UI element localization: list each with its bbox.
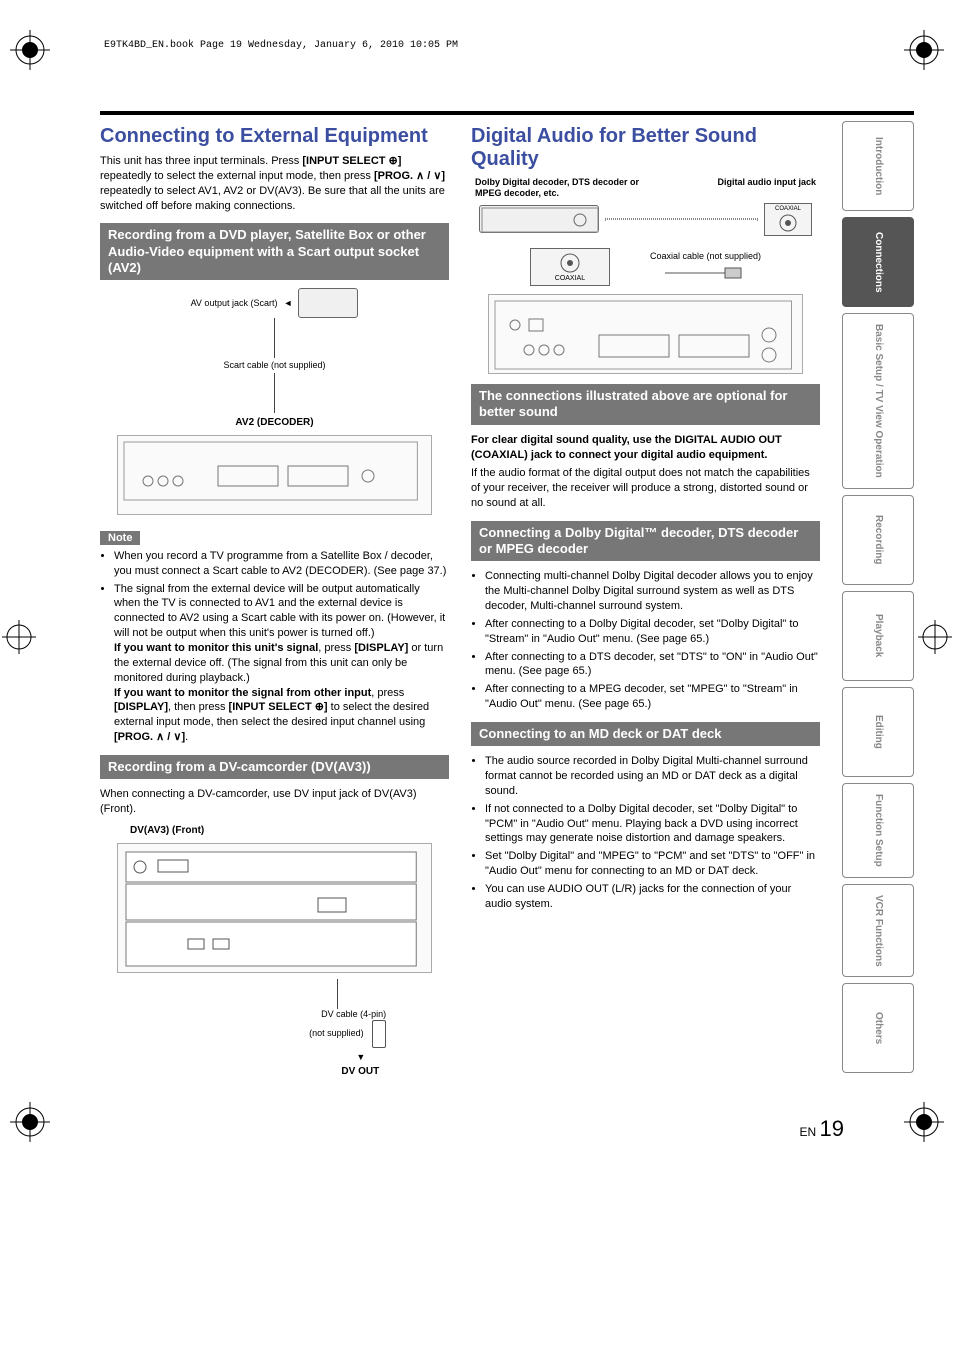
text: , press <box>318 642 354 654</box>
text: repeatedly to select AV1, AV2 or DV(AV3)… <box>100 185 445 212</box>
text: . <box>185 731 188 743</box>
divider <box>100 111 914 115</box>
list-item: Set "Dolby Digital" and "MPEG" to "PCM" … <box>485 849 820 879</box>
note-label: Note <box>100 531 140 545</box>
sidebar-tab-vcr-functions[interactable]: VCR Functions <box>842 884 914 978</box>
device-icon <box>479 205 599 233</box>
subsection-bar: Connecting to an MD deck or DAT deck <box>471 722 820 746</box>
text-bold: [PROG. ∧ / ∨] <box>374 170 445 182</box>
sidebar-tab-playback[interactable]: Playback <box>842 591 914 681</box>
figure-label: DV cable (4-pin) <box>321 1009 386 1019</box>
list-item: After connecting to a DTS decoder, set "… <box>485 650 820 680</box>
bullet-list: The audio source recorded in Dolby Digit… <box>485 754 820 911</box>
note-list: When you record a TV programme from a Sa… <box>114 549 449 745</box>
sidebar-tab-introduction[interactable]: Introduction <box>842 121 914 211</box>
text-bold: If you want to monitor the signal from o… <box>114 687 371 699</box>
text-bold: [DISPLAY] <box>354 642 408 654</box>
figure-label: Coaxial cable (not supplied) <box>650 251 761 262</box>
body-text: When connecting a DV-camcorder, use DV i… <box>100 787 449 817</box>
figure-scart-connection: AV output jack (Scart) ◄ Scart cable (no… <box>100 288 449 515</box>
text-bold: [INPUT SELECT ⊕] <box>229 701 328 713</box>
sidebar-tab-connections[interactable]: Connections <box>842 217 914 307</box>
page-number-value: 19 <box>820 1116 844 1141</box>
section-tabs-sidebar: IntroductionConnectionsBasic Setup / TV … <box>842 121 914 1073</box>
text: , then press <box>168 701 229 713</box>
subsection-bar: The connections illustrated above are op… <box>471 384 820 425</box>
figure-label: Digital audio input jack <box>717 177 816 188</box>
figure-label: Dolby Digital decoder, DTS decoder or MP… <box>475 177 663 199</box>
arrow-left-icon: ◄ <box>283 298 292 309</box>
device-rear-panel-icon <box>488 294 802 374</box>
cable-icon <box>274 373 275 413</box>
figure-label: COAXIAL <box>767 206 809 213</box>
sidebar-tab-function-setup[interactable]: Function Setup <box>842 783 914 878</box>
text-bold: [PROG. ∧ / ∨] <box>114 731 185 743</box>
figure-label: AV2 (DECODER) <box>100 417 449 429</box>
cable-icon <box>337 979 338 1009</box>
text: repeatedly to select the external input … <box>100 170 374 182</box>
sidebar-tab-editing[interactable]: Editing <box>842 687 914 777</box>
figure-label: AV output jack (Scart) <box>191 298 278 309</box>
page-header-meta: E9TK4BD_EN.book Page 19 Wednesday, Janua… <box>104 40 914 51</box>
sidebar-tab-basic-setup-tv-view-operation[interactable]: Basic Setup / TV View Operation <box>842 313 914 489</box>
list-item: After connecting to a MPEG decoder, set … <box>485 682 820 712</box>
page-number: EN 19 <box>100 1116 844 1142</box>
cable-plug-icon <box>665 264 745 282</box>
figure-label: (not supplied) <box>309 1028 364 1038</box>
sidebar-tab-recording[interactable]: Recording <box>842 495 914 585</box>
section-title: Connecting to External Equipment <box>100 125 449 148</box>
section-title: Digital Audio for Better Sound Quality <box>471 125 820 171</box>
left-column: Connecting to External Equipment This un… <box>100 125 449 1086</box>
coaxial-jack-icon: COAXIAL <box>530 248 610 286</box>
list-item: If not connected to a Dolby Digital deco… <box>485 802 820 847</box>
body-text: If the audio format of the digital outpu… <box>471 466 820 511</box>
cable-icon <box>274 318 275 358</box>
text-bold: [INPUT SELECT ⊕] <box>302 155 401 167</box>
figure-label: Scart cable (not supplied) <box>100 360 449 371</box>
figure-label: COAXIAL <box>533 275 607 283</box>
coaxial-jack-icon: COAXIAL <box>764 203 812 236</box>
text: The signal from the external device will… <box>114 583 445 640</box>
right-column: Digital Audio for Better Sound Quality D… <box>471 125 820 916</box>
list-item: The signal from the external device will… <box>114 582 449 745</box>
bullet-list: Connecting multi-channel Dolby Digital d… <box>485 569 820 712</box>
connector-icon <box>372 1020 386 1048</box>
device-rear-panel-icon <box>117 435 431 515</box>
list-item: You can use AUDIO OUT (L/R) jacks for th… <box>485 882 820 912</box>
figure-label: DV OUT <box>100 1066 379 1078</box>
text-bold: If you want to monitor this unit's signa… <box>114 642 318 654</box>
sidebar-tab-others[interactable]: Others <box>842 983 914 1073</box>
text: , press <box>371 687 404 699</box>
figure-digital-audio: Dolby Digital decoder, DTS decoder or MP… <box>471 177 820 374</box>
page-lang: EN <box>800 1125 817 1139</box>
subsection-bar: Recording from a DV-camcorder (DV(AV3)) <box>100 755 449 779</box>
device-front-panel-icon <box>117 843 431 973</box>
subsection-bar: Connecting a Dolby Digital™ decoder, DTS… <box>471 521 820 562</box>
device-icon <box>298 288 358 318</box>
text-bold: [DISPLAY] <box>114 701 168 713</box>
body-text: This unit has three input terminals. Pre… <box>100 154 449 213</box>
figure-label: DV(AV3) (Front) <box>130 825 449 837</box>
list-item: After connecting to a Dolby Digital deco… <box>485 617 820 647</box>
body-text-bold: For clear digital sound quality, use the… <box>471 433 820 463</box>
list-item: The audio source recorded in Dolby Digit… <box>485 754 820 799</box>
arrow-down-icon: ▼ <box>100 1052 365 1063</box>
text: This unit has three input terminals. Pre… <box>100 155 299 167</box>
figure-dv-connection: DV(AV3) (Front) DV cable (4- <box>100 825 449 1079</box>
list-item: Connecting multi-channel Dolby Digital d… <box>485 569 820 614</box>
subsection-bar: Recording from a DVD player, Satellite B… <box>100 223 449 280</box>
list-item: When you record a TV programme from a Sa… <box>114 549 449 579</box>
